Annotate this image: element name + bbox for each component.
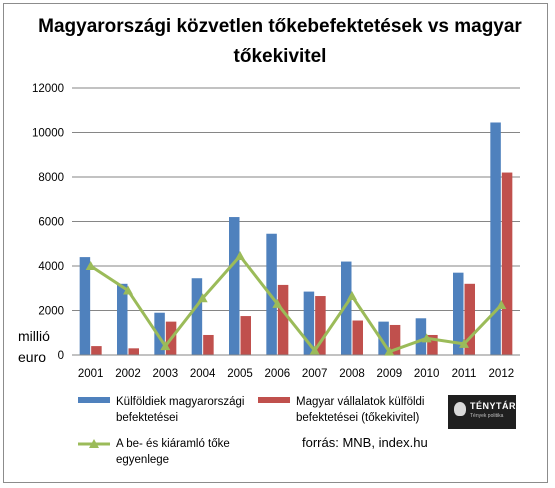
balance-point: [347, 291, 357, 301]
x-tick-label: 2011: [452, 368, 477, 380]
bars: [79, 122, 513, 355]
bar-export: [501, 172, 513, 355]
bar-foreign: [303, 291, 315, 355]
x-tick-label: 2007: [302, 368, 328, 380]
legend-item-foreign-investment: Külföldiek magyarországi befektetései: [78, 394, 278, 430]
bar-export: [240, 316, 251, 355]
bar-foreign: [453, 272, 464, 355]
y-axis-unit-label: millió euro: [18, 328, 50, 365]
legend-label: A be- és kiáramló tőke egyenlege: [116, 438, 230, 466]
bar-foreign: [229, 217, 240, 355]
balance-point: [160, 341, 171, 351]
x-tick-label: 2012: [489, 368, 515, 380]
bar-foreign: [79, 257, 91, 355]
balance-point: [496, 299, 507, 309]
x-tick-label: 2010: [414, 368, 440, 380]
y-tick-label: 2000: [38, 306, 64, 318]
balance-point: [123, 285, 133, 295]
lightbulb-icon: [454, 402, 466, 416]
legend-item-balance: A be- és kiáramló tőke egyenlege: [78, 436, 278, 472]
bar-export: [389, 324, 401, 355]
x-tick-label: 2005: [227, 368, 253, 380]
y-tick-label: 8000: [38, 172, 64, 184]
bar-foreign: [117, 283, 128, 355]
x-tick-label: 2004: [190, 368, 216, 380]
balance-point: [235, 250, 245, 260]
bar-foreign: [341, 261, 352, 355]
balance-point: [459, 338, 469, 348]
x-axis-ticks: 2001 2002 2003 2004 2005 2006 2007 2008 2009 2010…: [78, 368, 514, 380]
legend-label: Magyar vállalatok külföldi befektetései …: [296, 396, 425, 424]
legend-label: Külföldiek magyarországi befektetései: [116, 396, 245, 424]
x-tick-label: 2006: [265, 368, 291, 380]
bar-export: [91, 346, 102, 355]
bar-foreign: [490, 122, 501, 355]
bar-export: [352, 320, 363, 355]
chart-title: Magyarországi közvetlen tőkebefektetések…: [38, 16, 522, 67]
bar-export: [315, 296, 326, 355]
legend-swatch-blue: [78, 397, 110, 403]
y-tick-label: 4000: [38, 261, 64, 273]
balance-line-series: [85, 250, 507, 356]
balance-point: [85, 261, 96, 270]
balance-point: [197, 293, 208, 303]
gridlines: [72, 87, 520, 311]
x-tick-label: 2003: [153, 368, 179, 380]
balance-point: [421, 333, 432, 343]
bar-foreign: [378, 321, 389, 355]
x-tick-label: 2002: [115, 368, 141, 380]
legend-swatch-red: [258, 397, 290, 403]
legend-item-capital-export: Magyar vállalatok külföldi befektetései …: [258, 394, 468, 430]
bar-foreign: [415, 318, 427, 355]
balance-point: [309, 345, 320, 355]
bar-export: [128, 348, 139, 355]
x-tick-label: 2009: [377, 368, 403, 380]
y-tick-label: 0: [58, 350, 64, 362]
bar-export: [427, 334, 438, 355]
tenytar-logo: TÉNYTÁR Tények politika: [448, 395, 516, 429]
y-tick-label: 12000: [32, 83, 64, 95]
y-axis-ticks: 0 2000 4000 6000 8000 10000 12000: [32, 83, 64, 362]
logo-tagline: Tények politika: [470, 413, 504, 419]
source-note: forrás: MNB, index.hu: [302, 435, 428, 450]
bar-foreign: [191, 278, 203, 355]
bar-export: [464, 283, 475, 355]
x-tick-label: 2001: [78, 368, 104, 380]
bar-foreign: [154, 312, 165, 355]
logo-brand: TÉNYTÁR: [470, 401, 516, 411]
balance-point: [384, 346, 395, 356]
x-tick-label: 2008: [339, 368, 365, 380]
balance-point: [272, 298, 283, 308]
legend-swatch-line: [78, 439, 110, 448]
y-tick-label: 10000: [32, 128, 64, 140]
y-tick-label: 6000: [38, 217, 64, 229]
bar-export: [277, 284, 289, 355]
balance-line: [89, 253, 503, 354]
bar-export: [203, 334, 214, 355]
